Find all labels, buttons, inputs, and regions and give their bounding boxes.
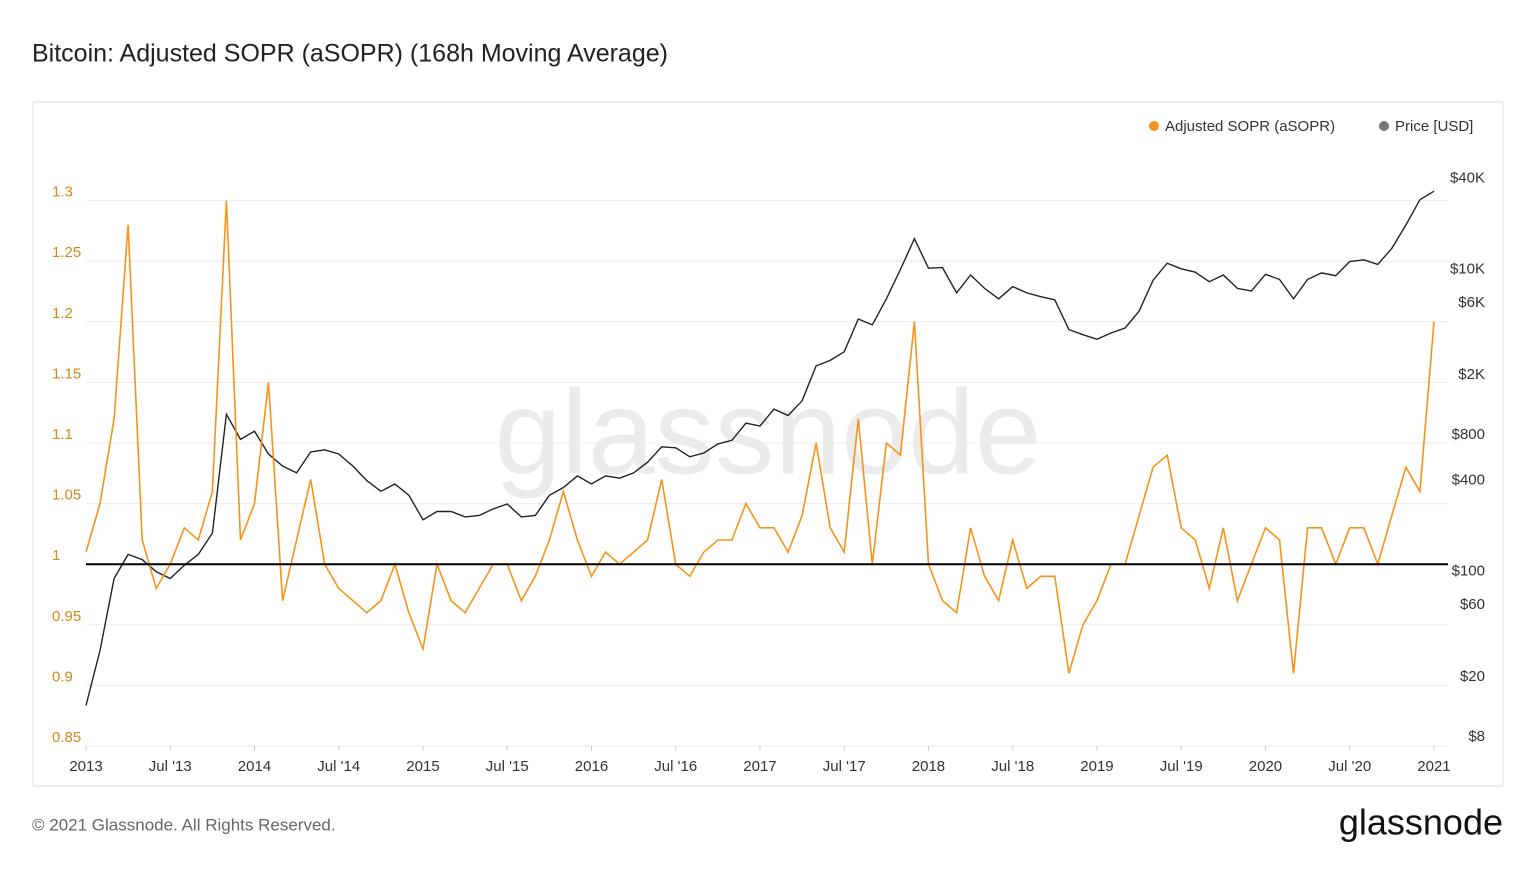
x-tick-label: 2020 [1249, 758, 1282, 775]
legend-label: Price [USD] [1395, 118, 1473, 135]
x-tick-label: 2019 [1080, 758, 1113, 775]
x-tick-label: Jul '19 [1160, 758, 1203, 775]
x-tick-label: Jul '14 [317, 758, 360, 775]
y-tick-label: 1.1 [52, 426, 73, 443]
y2-tick-label: $2K [1458, 366, 1485, 383]
legend-label: Adjusted SOPR (aSOPR) [1165, 118, 1335, 135]
y-tick-label: 0.9 [52, 668, 73, 685]
y2-tick-label: $6K [1458, 294, 1485, 311]
series-line [85, 200, 1435, 674]
x-tick-label: 2016 [575, 758, 608, 775]
series-line [85, 190, 1435, 706]
x-tick-label: 2014 [238, 758, 271, 775]
y-tick-label: 1.25 [52, 244, 81, 261]
chart-frame [32, 101, 1504, 787]
legend-marker [1379, 121, 1389, 131]
x-tick-label: 2013 [69, 758, 102, 775]
watermark: glassnode [494, 366, 1041, 500]
y2-tick-label: $800 [1452, 426, 1485, 443]
y2-tick-label: $100 [1452, 563, 1485, 580]
x-tick-label: 2015 [406, 758, 439, 775]
y-tick-label: 0.85 [52, 729, 81, 746]
y-tick-label: 1.05 [52, 487, 81, 504]
y2-tick-label: $20 [1460, 668, 1485, 685]
x-tick-label: Jul '16 [654, 758, 697, 775]
y-tick-label: 1 [52, 547, 60, 564]
y-tick-label: 0.95 [52, 608, 81, 625]
x-tick-label: 2018 [912, 758, 945, 775]
x-tick-label: 2021 [1417, 758, 1450, 775]
x-tick-label: Jul '13 [149, 758, 192, 775]
x-tick-label: Jul '18 [991, 758, 1034, 775]
y2-tick-label: $400 [1452, 472, 1485, 489]
y-tick-label: 1.3 [52, 184, 73, 201]
brand-logo: glassnode [1339, 802, 1503, 843]
y2-tick-label: $40K [1450, 170, 1485, 187]
legend-marker [1149, 121, 1159, 131]
y2-tick-label: $60 [1460, 596, 1485, 613]
y-tick-label: 1.2 [52, 305, 73, 322]
x-tick-label: Jul '17 [823, 758, 866, 775]
y-tick-label: 1.15 [52, 365, 81, 382]
x-tick-label: Jul '20 [1328, 758, 1371, 775]
y2-tick-label: $10K [1450, 260, 1485, 277]
y2-tick-label: $8 [1468, 728, 1485, 745]
x-tick-label: Jul '15 [486, 758, 529, 775]
chart-title: Bitcoin: Adjusted SOPR (aSOPR) (168h Mov… [32, 40, 668, 68]
footer: © 2021 Glassnode. All Rights Reserved. [32, 815, 336, 834]
x-tick-label: 2017 [743, 758, 776, 775]
